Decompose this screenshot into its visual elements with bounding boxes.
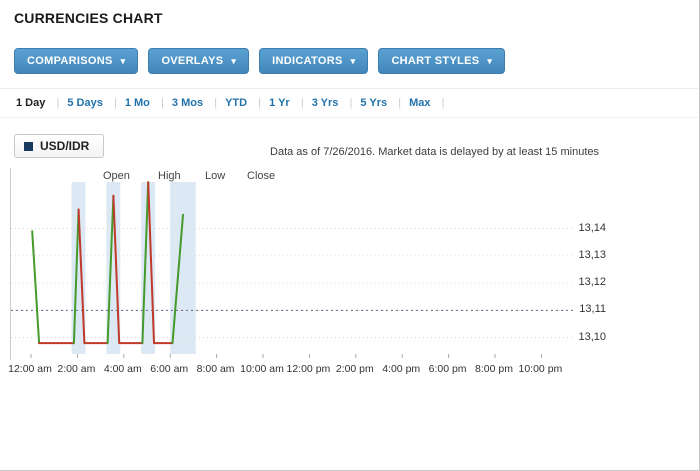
caret-down-icon: ▾ [350,55,356,66]
series-label: USD/IDR [40,139,90,153]
indicators-dropdown-label: INDICATORS [272,55,343,67]
range-tab-3-mos[interactable]: 3 Mos [161,97,217,109]
x-axis-label: 4:00 am [103,363,142,375]
price-segment [106,194,115,345]
price-segment [171,213,184,345]
range-tab-1-day[interactable]: 1 Day [14,97,60,109]
highlight-band [141,182,156,354]
y-axis-label: 13,13 [578,249,606,261]
x-axis-label: 12:00 pm [286,363,331,375]
caret-down-icon: ▾ [120,55,126,66]
price-segment [147,181,174,345]
price-segment [112,194,144,345]
comparisons-dropdown[interactable]: COMPARISONS ▾ [14,48,139,74]
range-tab-max[interactable]: Max [398,97,445,109]
chart-styles-dropdown[interactable]: CHART STYLES ▾ [378,48,506,74]
overlays-dropdown[interactable]: OVERLAYS ▾ [148,48,250,74]
range-tab-1-mo[interactable]: 1 Mo [114,97,164,109]
price-segment [77,208,109,345]
x-axis-label: 2:00 am [57,363,96,375]
x-axis-label: 2:00 pm [335,363,374,375]
chart-styles-dropdown-label: CHART STYLES [391,55,480,67]
chart-area: Open High Low Close 12:00 am 2:00 am 4:00 … [0,168,699,400]
chart-toolbar: COMPARISONS ▾ OVERLAYS ▾ INDICATORS ▾ CH… [14,48,699,74]
price-segment [141,181,150,345]
x-axis-label: 4:00 pm [382,363,421,375]
range-tab-5-yrs[interactable]: 5 Yrs [349,97,400,109]
x-axis-label: 8:00 pm [475,363,513,375]
x-axis-label: 12:00 am [8,363,52,375]
y-axis-label: 13,12 [578,276,606,288]
series-swatch-icon [24,141,33,151]
legend-row: USD/IDR Data as of 7/26/2016. Market dat… [14,134,699,158]
series-legend[interactable]: USD/IDR [14,134,105,158]
comparisons-dropdown-label: COMPARISONS [27,55,113,67]
price-segment [31,230,41,345]
y-axis-label: 13,11 [579,303,606,315]
overlays-dropdown-label: OVERLAYS [161,55,224,67]
x-axis-label: 8:00 am [196,363,235,375]
y-axis-label: 13,10 [578,331,606,343]
data-status-text: Data as of 7/26/2016. Market data is del… [270,146,599,158]
range-tab-ytd[interactable]: YTD [214,97,261,109]
x-axis-label: 10:00 pm [518,363,563,375]
time-range-tabs: 1 Day 5 Days 1 Mo 3 Mos YTD 1 Yr 3 Yrs 5… [0,88,699,118]
x-axis-label: 6:00 am [150,363,189,375]
caret-down-icon: ▾ [487,55,493,66]
range-tab-3-yrs[interactable]: 3 Yrs [301,97,352,109]
x-axis-label: 10:00 am [240,363,284,375]
highlight-band [106,182,121,354]
indicators-dropdown[interactable]: INDICATORS ▾ [259,48,369,74]
x-axis-label: 6:00 pm [428,363,467,375]
y-axis-label: 13,14 [578,222,606,234]
page-title: CURRENCIES CHART [14,10,163,26]
price-chart[interactable] [10,168,589,360]
price-segment [72,208,80,345]
caret-down-icon: ▾ [231,55,237,66]
range-tab-5-days[interactable]: 5 Days [56,97,117,109]
range-tab-1-yr[interactable]: 1 Yr [258,97,303,109]
